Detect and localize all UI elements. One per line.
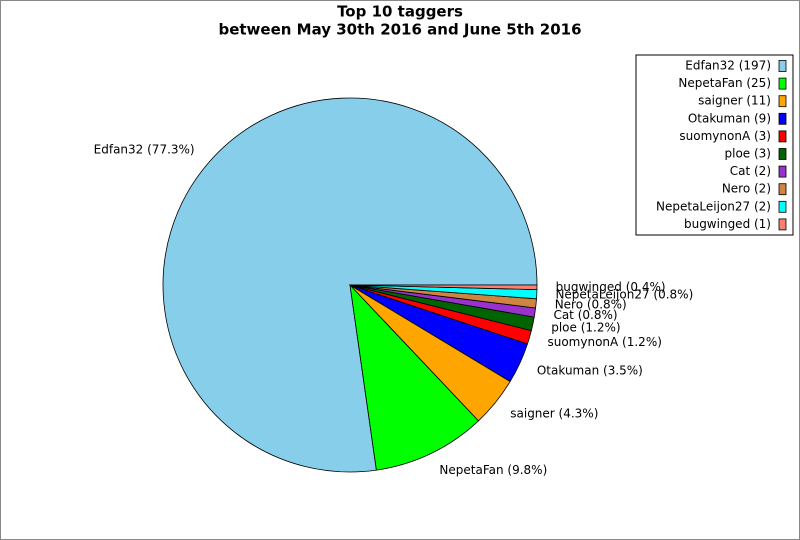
pie-slice bbox=[349, 284, 538, 291]
legend-label: bugwinged (1) bbox=[684, 217, 771, 231]
legend-label: Nero (2) bbox=[722, 182, 771, 196]
chart-title: Top 10 taggers bbox=[337, 3, 463, 21]
slice-label: bugwinged (0.4%) bbox=[556, 280, 666, 294]
legend-label: saigner (11) bbox=[698, 94, 771, 108]
legend-label: suomynonA (3) bbox=[679, 129, 771, 143]
legend-box bbox=[635, 54, 794, 236]
legend-swatch bbox=[778, 165, 787, 178]
legend-swatch bbox=[778, 130, 787, 143]
slice-label: Cat (0.8%) bbox=[553, 308, 617, 322]
slice-label: NepetaLeijon27 (0.8%) bbox=[555, 288, 693, 302]
slice-label: Nero (0.8%) bbox=[555, 298, 627, 312]
legend-swatch bbox=[778, 183, 787, 196]
slice-label: ploe (1.2%) bbox=[551, 320, 620, 334]
legend-label: Edfan32 (197) bbox=[685, 59, 771, 73]
legend-swatch bbox=[778, 60, 787, 72]
legend-swatch bbox=[778, 200, 787, 213]
legend-label: Cat (2) bbox=[730, 164, 771, 178]
chart-subtitle: between May 30th 2016 and June 5th 2016 bbox=[218, 21, 581, 39]
slice-label: Edfan32 (77.3%) bbox=[94, 143, 195, 157]
legend-swatch bbox=[778, 77, 787, 90]
pie-slice bbox=[349, 283, 480, 471]
legend-label: ploe (3) bbox=[725, 147, 772, 161]
slice-label: suomynonA (1.2%) bbox=[547, 335, 661, 349]
legend-label: NepetaFan (25) bbox=[678, 76, 771, 90]
legend-swatch bbox=[778, 112, 787, 125]
slice-label: NepetaFan (9.8%) bbox=[439, 463, 547, 477]
legend-label: NepetaLeijon27 (2) bbox=[656, 199, 771, 213]
legend-swatch bbox=[778, 95, 787, 108]
legend-label: Otakuman (9) bbox=[688, 111, 771, 125]
legend-swatch bbox=[778, 148, 787, 160]
slice-label: saigner (4.3%) bbox=[510, 406, 598, 420]
slice-label: Otakuman (3.5%) bbox=[537, 363, 643, 377]
legend-swatch bbox=[778, 218, 787, 231]
